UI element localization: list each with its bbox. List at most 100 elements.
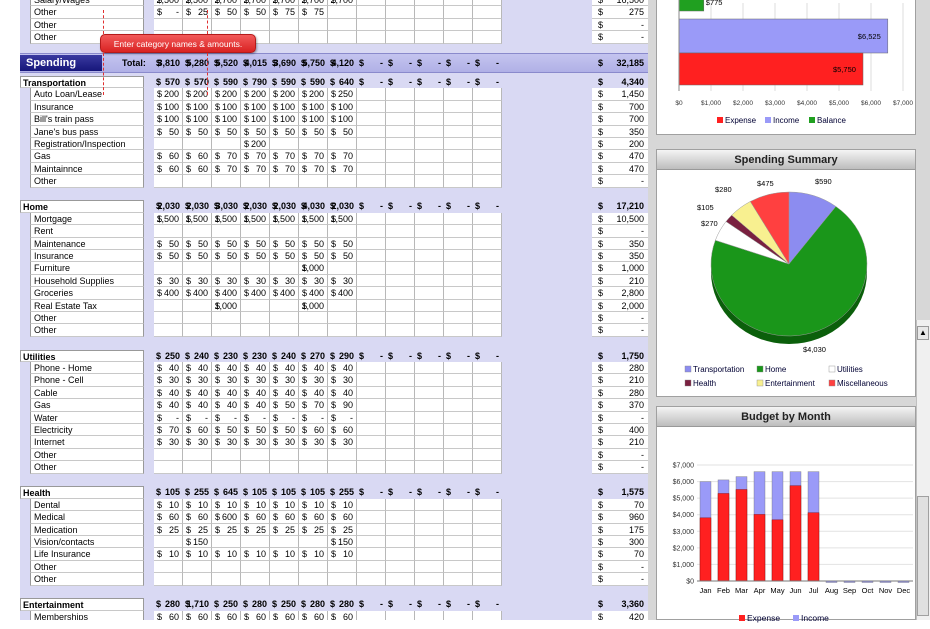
amount-cell[interactable]: [357, 150, 386, 163]
amount-cell[interactable]: $100: [299, 100, 328, 114]
amount-cell[interactable]: [154, 461, 183, 474]
amount-cell[interactable]: [154, 299, 183, 312]
amount-cell[interactable]: $50: [299, 237, 328, 250]
amount-cell[interactable]: [415, 138, 444, 151]
amount-cell[interactable]: $60: [299, 511, 328, 524]
amount-cell[interactable]: $50: [241, 125, 270, 138]
amount-cell[interactable]: $25: [299, 523, 328, 536]
amount-cell[interactable]: $100: [183, 113, 212, 126]
amount-cell[interactable]: [444, 274, 473, 288]
amount-cell[interactable]: $30: [154, 274, 183, 288]
amount-cell[interactable]: $10: [328, 548, 357, 561]
amount-cell[interactable]: $70: [299, 150, 328, 163]
amount-cell[interactable]: [444, 113, 473, 126]
line-item-label[interactable]: Maintainnce: [30, 162, 144, 176]
amount-cell[interactable]: [386, 511, 415, 524]
amount-cell[interactable]: $30: [241, 436, 270, 449]
amount-cell[interactable]: [444, 138, 473, 151]
amount-cell[interactable]: [241, 299, 270, 312]
amount-cell[interactable]: $25: [183, 6, 212, 19]
amount-cell[interactable]: $100: [241, 100, 270, 114]
amount-cell[interactable]: [357, 523, 386, 536]
amount-cell[interactable]: $ -: [154, 6, 183, 19]
amount-cell[interactable]: [357, 225, 386, 238]
amount-cell[interactable]: [415, 498, 444, 512]
amount-cell[interactable]: [444, 461, 473, 474]
amount-cell[interactable]: $40: [183, 362, 212, 375]
line-item-label[interactable]: Other: [30, 461, 144, 474]
amount-cell[interactable]: $60: [328, 511, 357, 524]
amount-cell[interactable]: [357, 374, 386, 387]
amount-cell[interactable]: [473, 113, 502, 126]
amount-cell[interactable]: [212, 461, 241, 474]
amount-cell[interactable]: [473, 511, 502, 524]
amount-cell[interactable]: [357, 262, 386, 275]
amount-cell[interactable]: [270, 324, 299, 337]
amount-cell[interactable]: [299, 448, 328, 462]
amount-cell[interactable]: [415, 18, 444, 32]
amount-cell[interactable]: [473, 150, 502, 163]
amount-cell[interactable]: $25: [183, 523, 212, 536]
amount-cell[interactable]: [415, 162, 444, 176]
amount-cell[interactable]: [415, 362, 444, 375]
amount-cell[interactable]: [473, 287, 502, 300]
amount-cell[interactable]: [328, 324, 357, 337]
amount-cell[interactable]: [299, 324, 328, 337]
amount-cell[interactable]: [386, 162, 415, 176]
amount-cell[interactable]: [328, 560, 357, 574]
amount-cell[interactable]: [183, 448, 212, 462]
amount-cell[interactable]: [473, 212, 502, 226]
amount-cell[interactable]: $75: [270, 6, 299, 19]
amount-cell[interactable]: $ -: [328, 411, 357, 424]
amount-cell[interactable]: [473, 6, 502, 19]
amount-cell[interactable]: [473, 125, 502, 138]
amount-cell[interactable]: $100: [328, 100, 357, 114]
amount-cell[interactable]: [212, 536, 241, 549]
amount-cell[interactable]: $50: [241, 237, 270, 250]
amount-cell[interactable]: $100: [328, 113, 357, 126]
amount-cell[interactable]: [270, 461, 299, 474]
amount-cell[interactable]: [270, 448, 299, 462]
amount-cell[interactable]: [357, 573, 386, 586]
amount-cell[interactable]: [241, 262, 270, 275]
line-item-label[interactable]: Salary/Wages: [30, 0, 144, 7]
amount-cell[interactable]: $70: [328, 162, 357, 176]
amount-cell[interactable]: [415, 31, 444, 44]
amount-cell[interactable]: $70: [241, 150, 270, 163]
amount-cell[interactable]: $10: [212, 498, 241, 512]
amount-cell[interactable]: $70: [212, 150, 241, 163]
amount-cell[interactable]: $60: [328, 610, 357, 620]
line-item-label[interactable]: Water: [30, 411, 144, 424]
amount-cell[interactable]: [473, 399, 502, 412]
amount-cell[interactable]: $1,500: [270, 212, 299, 226]
amount-cell[interactable]: [328, 299, 357, 312]
amount-cell[interactable]: $40: [241, 362, 270, 375]
amount-cell[interactable]: [357, 31, 386, 44]
amount-cell[interactable]: [386, 399, 415, 412]
amount-cell[interactable]: $50: [212, 125, 241, 138]
amount-cell[interactable]: [183, 461, 212, 474]
line-item-label[interactable]: Other: [30, 175, 144, 188]
amount-cell[interactable]: [444, 436, 473, 449]
amount-cell[interactable]: $1,500: [154, 212, 183, 226]
amount-cell[interactable]: $30: [183, 374, 212, 387]
amount-cell[interactable]: $100: [154, 113, 183, 126]
amount-cell[interactable]: [357, 436, 386, 449]
amount-cell[interactable]: $40: [328, 386, 357, 400]
amount-cell[interactable]: [415, 113, 444, 126]
amount-cell[interactable]: [357, 88, 386, 101]
amount-cell[interactable]: [299, 536, 328, 549]
amount-cell[interactable]: $40: [241, 386, 270, 400]
amount-cell[interactable]: [444, 6, 473, 19]
amount-cell[interactable]: $30: [183, 274, 212, 288]
amount-cell[interactable]: $60: [328, 424, 357, 437]
amount-cell[interactable]: [357, 274, 386, 288]
amount-cell[interactable]: [212, 573, 241, 586]
amount-cell[interactable]: [473, 523, 502, 536]
amount-cell[interactable]: [328, 18, 357, 32]
amount-cell[interactable]: $50: [270, 424, 299, 437]
amount-cell[interactable]: $70: [154, 424, 183, 437]
amount-cell[interactable]: $40: [241, 399, 270, 412]
line-item-label[interactable]: Gas: [30, 150, 144, 163]
amount-cell[interactable]: [386, 125, 415, 138]
